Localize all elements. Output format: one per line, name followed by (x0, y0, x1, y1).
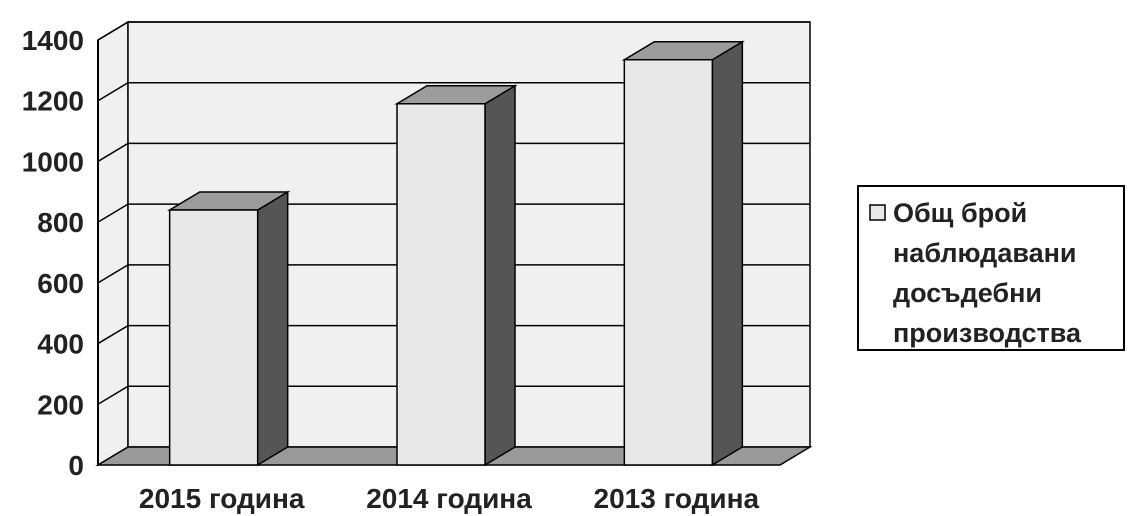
bar (621, 40, 746, 467)
y-tick-label: 1000 (22, 146, 84, 177)
gridlines (97, 21, 810, 405)
x-axis-labels: 2015 година 2014 година 2013 година (139, 483, 760, 514)
legend-line-2: наблюдавани (893, 238, 1077, 268)
bar (166, 190, 291, 467)
gridline (97, 264, 810, 284)
legend: Общ брой наблюдавани досъдебни производс… (857, 185, 1125, 351)
bar-side (711, 40, 744, 467)
gridline (97, 142, 810, 163)
y-tick-label: 0 (68, 450, 84, 481)
bar-front (168, 209, 259, 466)
legend-line-1: Общ брой (893, 198, 1027, 228)
x-category-label: 2013 година (594, 483, 760, 514)
gridline (97, 324, 810, 345)
gridline (97, 21, 810, 41)
bar-front (623, 58, 714, 466)
legend-swatch (869, 204, 886, 221)
legend-line-3: досъдебни (893, 278, 1042, 308)
y-axis-ticks: 0 200 400 600 800 1000 1200 1400 (22, 25, 99, 481)
legend-line-4: производства (893, 318, 1082, 348)
gridline (97, 385, 810, 405)
y-tick-label: 200 (37, 389, 84, 420)
y-tick-label: 400 (37, 329, 84, 360)
gridline (97, 81, 810, 102)
bars (166, 40, 746, 467)
y-tick-label: 1400 (22, 25, 84, 56)
x-category-label: 2014 година (366, 483, 532, 514)
x-category-label: 2015 година (139, 483, 305, 514)
bar (394, 84, 518, 467)
gridline (97, 203, 810, 223)
bar-side (484, 84, 516, 467)
y-tick-label: 800 (37, 207, 84, 238)
side-wall (97, 20, 129, 467)
y-tick-label: 1200 (22, 86, 84, 117)
y-tick-label: 600 (37, 268, 84, 299)
legend-box (857, 185, 1125, 351)
bar-side (256, 190, 289, 467)
bar-front (396, 103, 486, 466)
